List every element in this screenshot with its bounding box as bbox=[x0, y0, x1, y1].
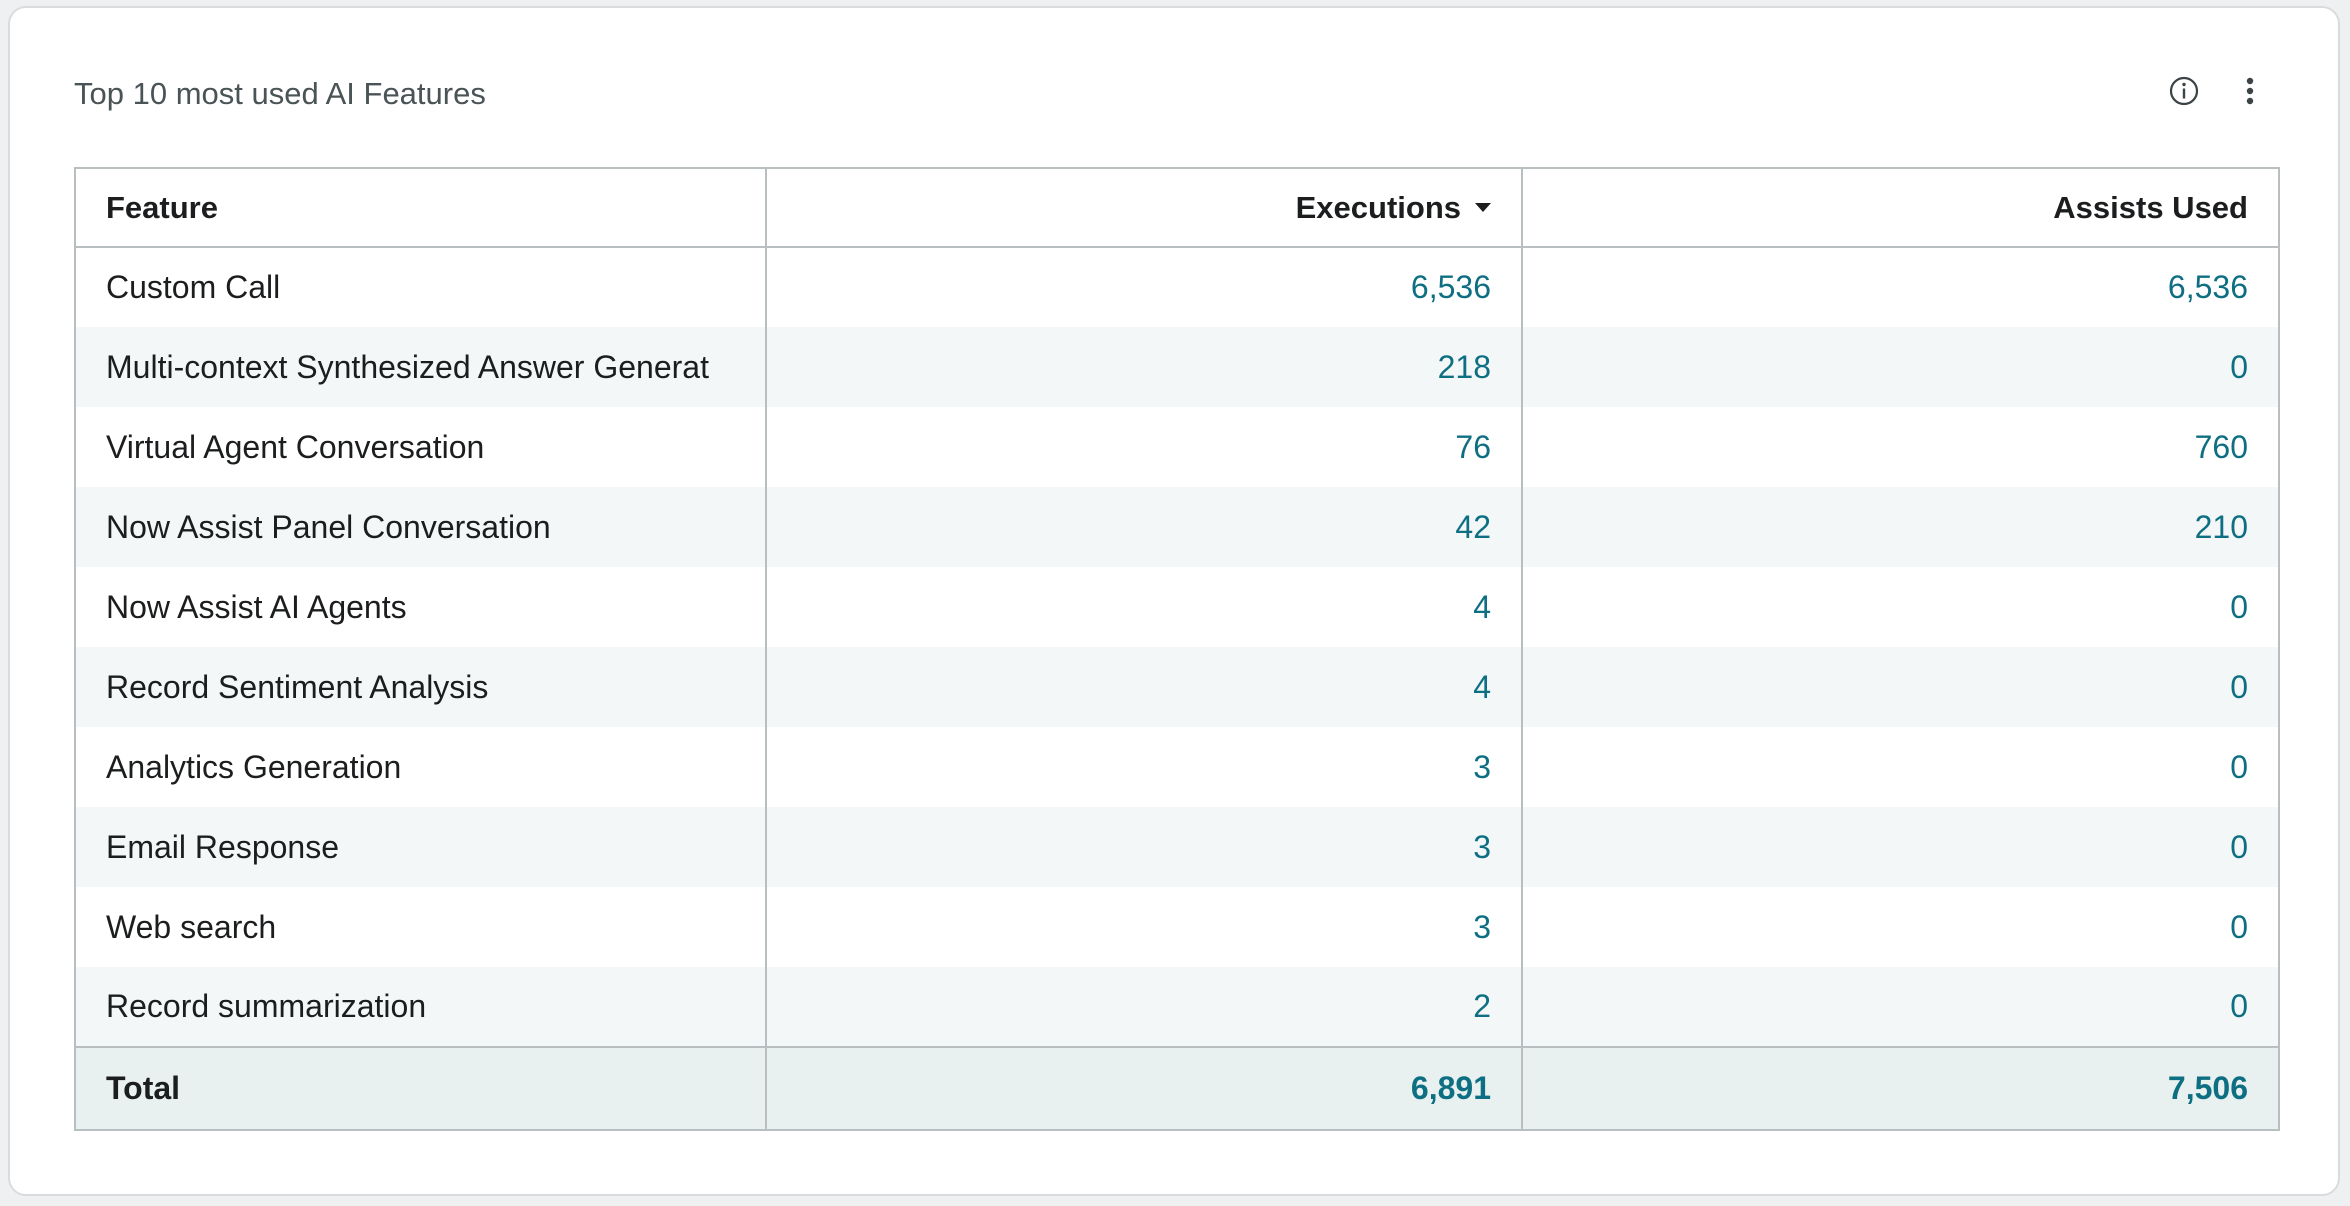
feature-cell: Record summarization bbox=[76, 967, 766, 1047]
feature-cell: Email Response bbox=[76, 807, 766, 887]
column-header-label: Assists Used bbox=[2053, 189, 2248, 225]
executions-cell[interactable]: 3 bbox=[765, 727, 1522, 807]
table-row: Virtual Agent Conversation 76 760 bbox=[76, 407, 2278, 487]
executions-cell[interactable]: 4 bbox=[765, 647, 1522, 727]
table-header-row: Feature Executions Assists Used bbox=[76, 169, 2278, 248]
executions-cell[interactable]: 218 bbox=[765, 327, 1522, 407]
feature-cell: Custom Call bbox=[76, 247, 766, 327]
more-vertical-icon[interactable] bbox=[2232, 70, 2268, 112]
assists-cell[interactable]: 0 bbox=[1521, 647, 2278, 727]
features-table: Feature Executions Assists Used Custom C… bbox=[74, 167, 2280, 1131]
feature-cell: Web search bbox=[76, 887, 766, 967]
table-row: Web search 3 0 bbox=[76, 887, 2278, 967]
column-header-executions[interactable]: Executions bbox=[765, 169, 1522, 248]
executions-cell[interactable]: 4 bbox=[765, 567, 1522, 647]
table-row: Analytics Generation 3 0 bbox=[76, 727, 2278, 807]
feature-cell: Now Assist AI Agents bbox=[76, 567, 766, 647]
assists-cell[interactable]: 6,536 bbox=[1521, 247, 2278, 327]
column-header-feature[interactable]: Feature bbox=[76, 169, 766, 248]
assists-cell[interactable]: 0 bbox=[1521, 727, 2278, 807]
table-row: Record summarization 2 0 bbox=[76, 967, 2278, 1047]
feature-cell: Multi-context Synthesized Answer Generat bbox=[76, 327, 766, 407]
feature-cell: Virtual Agent Conversation bbox=[76, 407, 766, 487]
ai-features-widget: Top 10 most used AI Features Feature bbox=[8, 6, 2340, 1196]
table-row: Custom Call 6,536 6,536 bbox=[76, 247, 2278, 327]
assists-cell[interactable]: 0 bbox=[1521, 327, 2278, 407]
executions-cell[interactable]: 3 bbox=[765, 887, 1522, 967]
table-row: Now Assist AI Agents 4 0 bbox=[76, 567, 2278, 647]
assists-cell[interactable]: 0 bbox=[1521, 887, 2278, 967]
column-header-label: Executions bbox=[1295, 189, 1461, 225]
table-row: Record Sentiment Analysis 4 0 bbox=[76, 647, 2278, 727]
feature-cell: Record Sentiment Analysis bbox=[76, 647, 766, 727]
assists-cell[interactable]: 760 bbox=[1521, 407, 2278, 487]
executions-cell[interactable]: 76 bbox=[765, 407, 1522, 487]
table-row: Email Response 3 0 bbox=[76, 807, 2278, 887]
total-executions-cell[interactable]: 6,891 bbox=[765, 1046, 1522, 1129]
executions-cell[interactable]: 6,536 bbox=[765, 247, 1522, 327]
total-assists-cell[interactable]: 7,506 bbox=[1521, 1046, 2278, 1129]
executions-cell[interactable]: 3 bbox=[765, 807, 1522, 887]
widget-title: Top 10 most used AI Features bbox=[74, 76, 486, 111]
info-icon[interactable] bbox=[2166, 70, 2202, 112]
sort-descending-icon bbox=[1475, 202, 1491, 212]
assists-cell[interactable]: 0 bbox=[1521, 567, 2278, 647]
total-row: Total 6,891 7,506 bbox=[76, 1046, 2278, 1129]
assists-cell[interactable]: 210 bbox=[1521, 487, 2278, 567]
column-header-assists-used[interactable]: Assists Used bbox=[1521, 169, 2278, 248]
executions-cell[interactable]: 2 bbox=[765, 967, 1522, 1047]
executions-cell[interactable]: 42 bbox=[765, 487, 1522, 567]
table-row: Now Assist Panel Conversation 42 210 bbox=[76, 487, 2278, 567]
table-row: Multi-context Synthesized Answer Generat… bbox=[76, 327, 2278, 407]
feature-cell: Analytics Generation bbox=[76, 727, 766, 807]
column-header-label: Feature bbox=[106, 189, 218, 225]
assists-cell[interactable]: 0 bbox=[1521, 967, 2278, 1047]
total-label: Total bbox=[76, 1046, 766, 1129]
widget-actions bbox=[2166, 70, 2268, 112]
feature-cell: Now Assist Panel Conversation bbox=[76, 487, 766, 567]
assists-cell[interactable]: 0 bbox=[1521, 807, 2278, 887]
